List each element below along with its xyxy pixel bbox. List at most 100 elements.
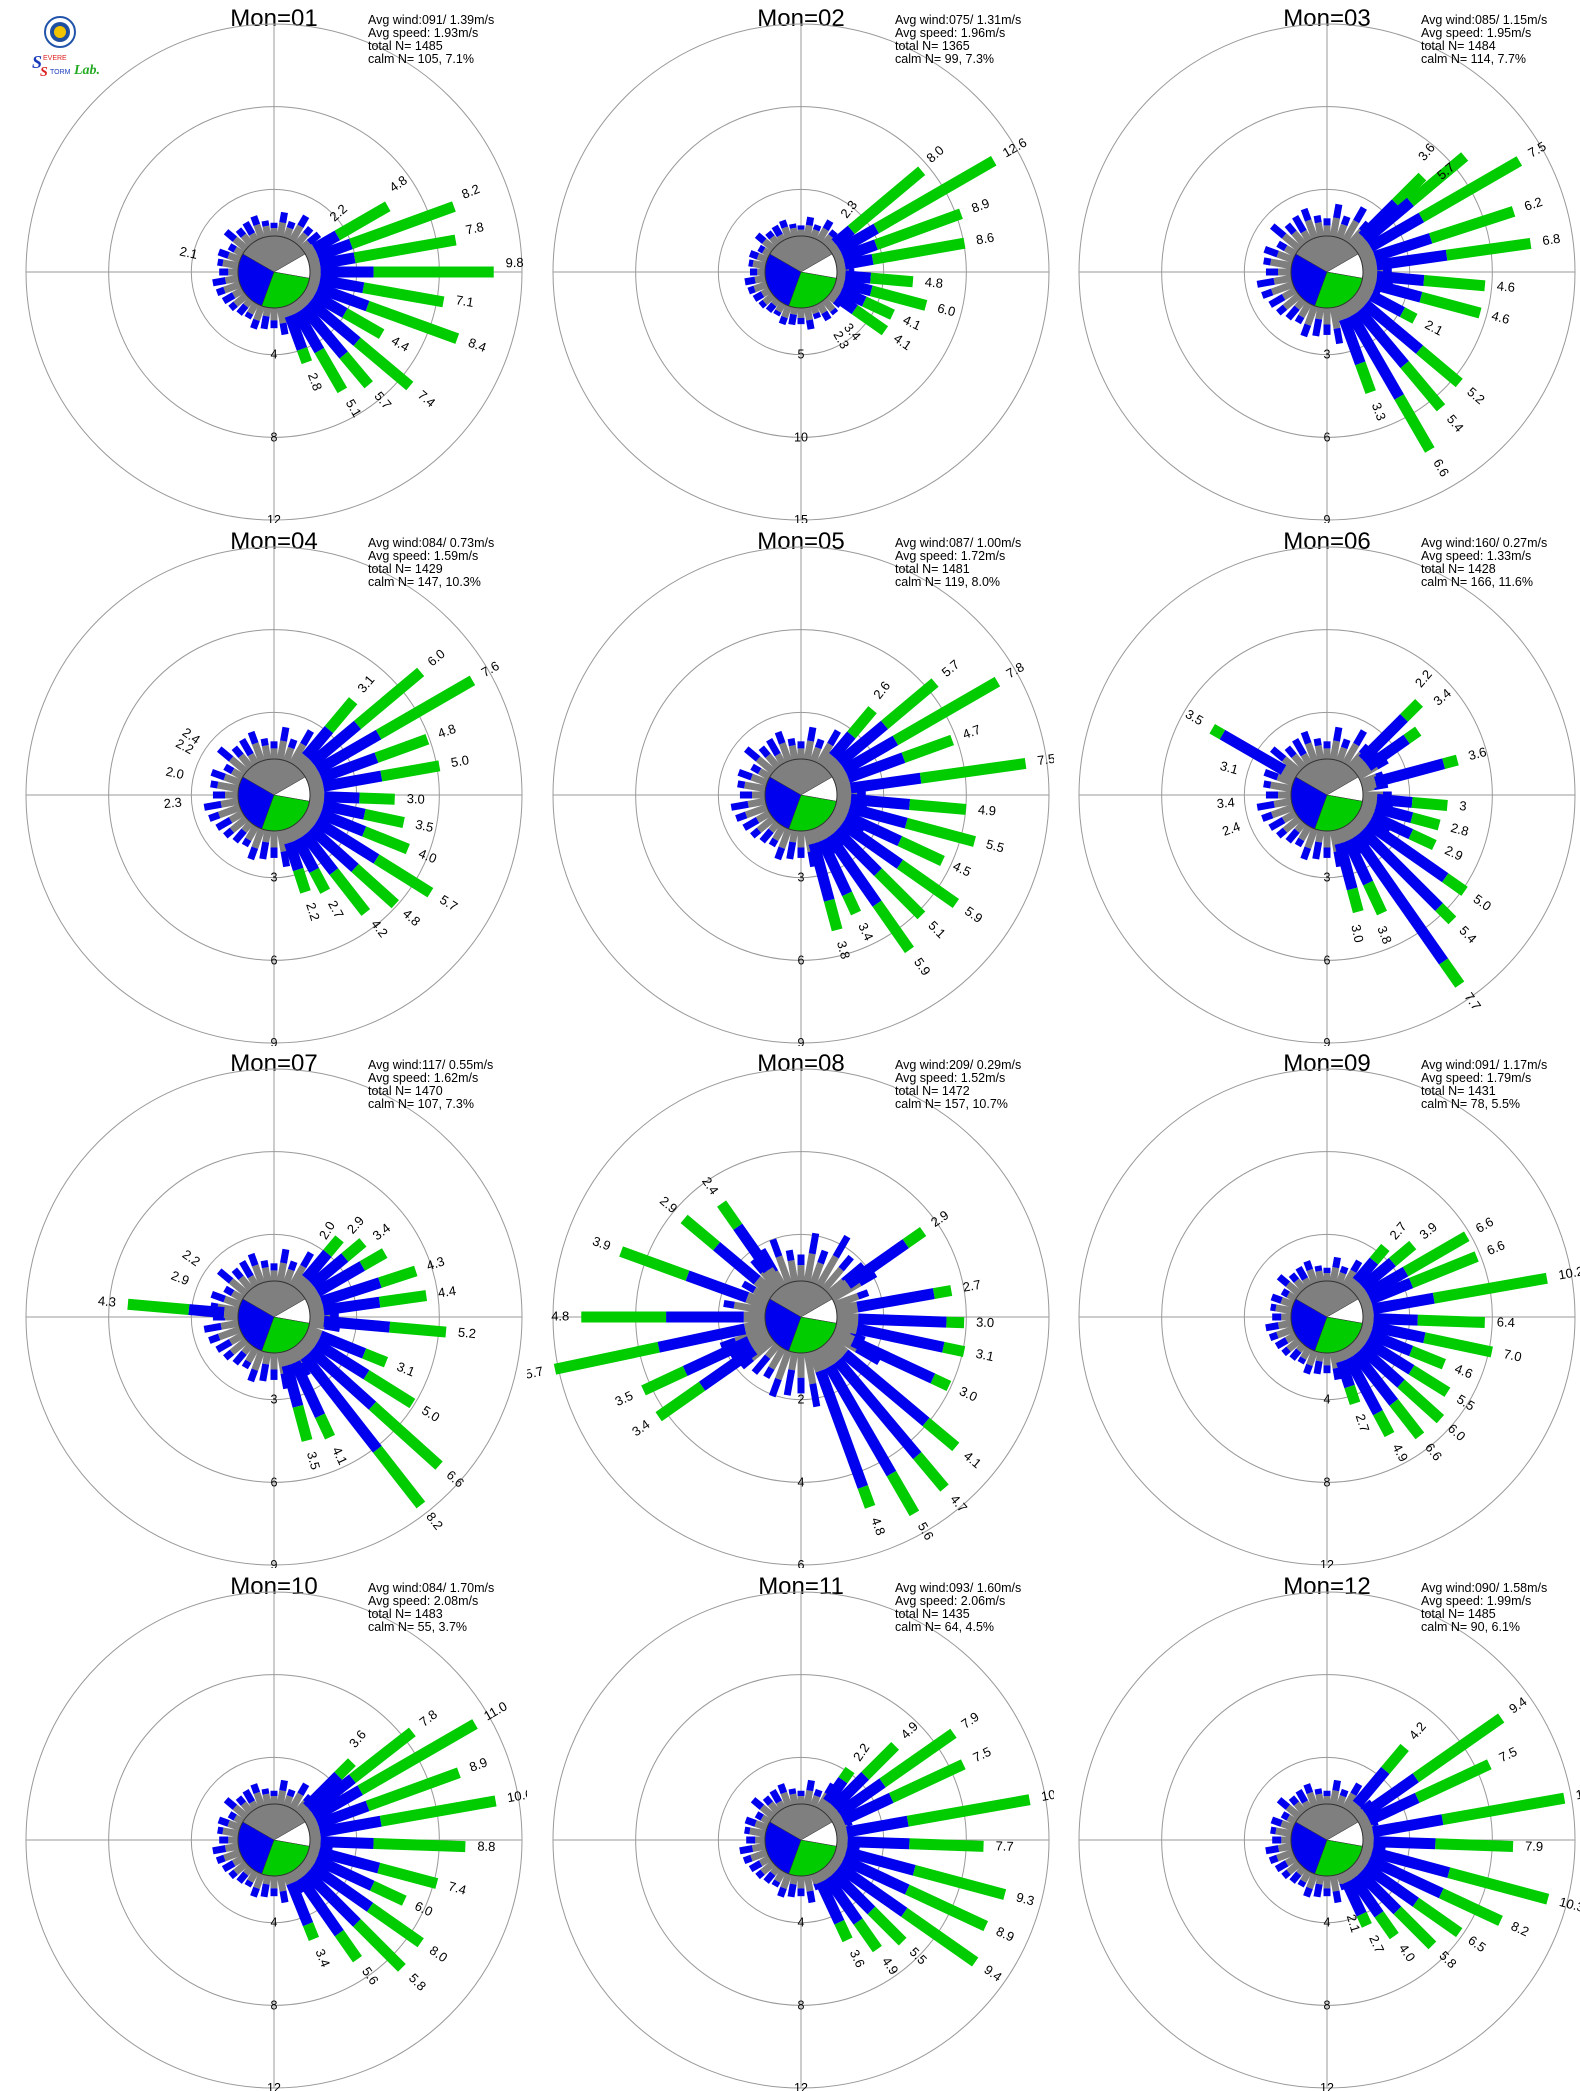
- minor-bar-calm: [266, 1794, 268, 1804]
- ring-value-label: 12: [794, 2081, 808, 2091]
- bar-calm-segment: [309, 1831, 319, 1833]
- bar-value-label: 7.5: [1526, 139, 1549, 161]
- bar-value-label: 2.7: [1366, 1932, 1387, 1955]
- bar-value-label: 3.8: [1375, 923, 1396, 945]
- bar-calm-segment: [1338, 1351, 1341, 1361]
- bar-value-label: 6.6: [1431, 456, 1453, 479]
- bar-value-label: 5.5: [1455, 1391, 1478, 1413]
- minor-bar-low: [219, 749, 231, 759]
- bar-mid-segment: [895, 681, 997, 740]
- bar-mid-segment: [934, 1291, 951, 1294]
- minor-bar-low: [1316, 319, 1319, 336]
- minor-bar-calm: [1289, 1817, 1297, 1821]
- minor-bar-calm: [793, 1875, 795, 1884]
- bar-value-label: 2.9: [169, 1268, 191, 1289]
- stat-line: Avg wind:091/ 1.17m/s: [1421, 1058, 1547, 1072]
- bar-mid-segment: [365, 814, 404, 822]
- minor-bar-calm: [791, 1352, 794, 1369]
- minor-bar-low: [832, 310, 835, 313]
- minor-bar-low: [1258, 281, 1275, 284]
- minor-bar-low: [774, 226, 779, 235]
- bar-value-label: 4.8: [436, 720, 458, 740]
- bar-value-label: 6.6: [1423, 1440, 1446, 1463]
- bar-mid-segment: [903, 739, 952, 757]
- minor-bar-low: [1354, 1261, 1360, 1271]
- minor-bar-low: [762, 830, 771, 841]
- minor-bar-low: [723, 1303, 733, 1305]
- bar-value-label: 6.0: [424, 646, 447, 669]
- minor-bar-low: [283, 1780, 285, 1790]
- minor-bar-low: [816, 225, 818, 230]
- bar-value-label: 4.3: [97, 1293, 116, 1310]
- minor-bar-low: [264, 316, 266, 329]
- bar-value-label: 6.0: [935, 300, 956, 319]
- minor-bar-low: [736, 814, 746, 818]
- ring-value-label: 15: [794, 513, 808, 523]
- stat-line: total N= 1481: [895, 562, 970, 576]
- minor-bar-low: [744, 1858, 751, 1861]
- minor-bar-low: [777, 847, 781, 858]
- bar-low-segment: [324, 1321, 390, 1327]
- minor-bar-calm: [280, 223, 282, 237]
- bar-value-label: 2.4: [1220, 818, 1242, 838]
- minor-bar-low: [1292, 1275, 1297, 1281]
- minor-bar-calm: [280, 1263, 283, 1282]
- minor-bar-low: [1337, 328, 1340, 343]
- minor-bar-calm: [1274, 278, 1291, 281]
- ring-value-label: 3: [1324, 348, 1331, 362]
- bar-value-label: 3.1: [974, 1346, 995, 1364]
- minor-bar-calm: [257, 1792, 262, 1805]
- bar-mid-segment: [871, 1910, 902, 1941]
- bar-mid-segment: [899, 841, 942, 861]
- minor-bar-low: [1264, 261, 1271, 262]
- minor-bar-low: [1304, 209, 1308, 220]
- bar-calm-segment: [813, 1351, 820, 1371]
- minor-bar-calm: [1334, 1790, 1336, 1804]
- bar-value-label: 7.0: [1503, 1346, 1524, 1364]
- bar-value-label: 2.6: [870, 678, 893, 701]
- bar-value-label: 8.2: [459, 181, 481, 202]
- minor-bar-calm: [265, 1268, 267, 1282]
- bar-value-label: 3.4: [629, 1417, 652, 1440]
- minor-bar-low: [1270, 1335, 1277, 1338]
- bar-value-label: 6.6: [1473, 1214, 1496, 1236]
- minor-bar-low: [254, 216, 257, 225]
- bar-value-label: 2.8: [1449, 819, 1470, 838]
- bar-calm-segment: [1360, 1820, 1370, 1824]
- minor-bar-low: [225, 1352, 232, 1358]
- bar-calm-segment: [1362, 281, 1376, 285]
- bar-mid-segment: [643, 1371, 685, 1390]
- minor-bar-low: [1271, 297, 1284, 305]
- minor-bar-low: [776, 311, 778, 315]
- minor-bar-calm: [1320, 1875, 1322, 1884]
- minor-bar-low: [1272, 1297, 1282, 1301]
- bar-value-label: 4.8: [868, 1515, 888, 1537]
- minor-bar-low: [731, 804, 748, 807]
- bar-value-label: 6.4: [1497, 1314, 1516, 1330]
- minor-bar-low: [1354, 1784, 1360, 1794]
- bar-mid-segment: [1436, 1843, 1514, 1846]
- minor-bar-low: [1298, 316, 1302, 322]
- bar-calm-segment: [1363, 275, 1377, 276]
- ring-value-label: 6: [271, 953, 278, 967]
- minor-bar-low: [300, 1784, 306, 1794]
- minor-bar-low: [1266, 1326, 1279, 1328]
- bar-value-label: 4.8: [551, 1308, 569, 1323]
- minor-bar-low: [765, 1797, 770, 1803]
- stat-line: total N= 1365: [895, 39, 970, 53]
- stat-line: total N= 1483: [368, 1607, 443, 1621]
- stat-line: total N= 1470: [368, 1084, 443, 1098]
- bar-low-segment: [189, 1310, 224, 1313]
- bar-mid-segment: [658, 1386, 701, 1416]
- minor-bar-low: [858, 1293, 868, 1297]
- minor-bar-low: [264, 1261, 265, 1268]
- bar-low-segment: [850, 778, 920, 788]
- minor-bar-low: [737, 783, 744, 784]
- bar-mid-segment: [359, 797, 394, 798]
- minor-bar-low: [264, 738, 265, 745]
- ring-value-label: 9: [271, 1558, 278, 1568]
- minor-bar-calm: [778, 303, 783, 311]
- minor-bar-calm: [784, 1792, 789, 1805]
